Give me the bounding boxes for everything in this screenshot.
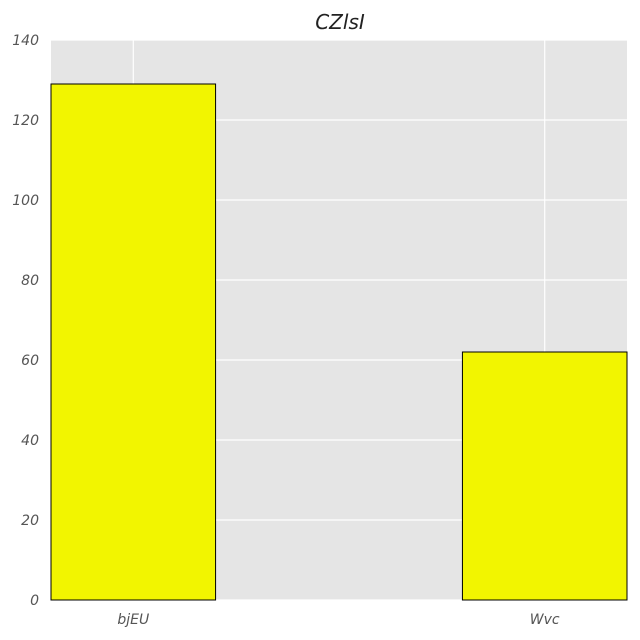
y-tick-labels: 0 20 40 60 80 100 120 140 <box>12 33 39 609</box>
y-tick-label: 120 <box>12 113 39 129</box>
y-tick-label: 100 <box>12 193 39 209</box>
y-tick-label: 20 <box>21 513 39 529</box>
bar-Wvc <box>461 351 628 601</box>
x-tick-label: Wvc <box>530 612 560 628</box>
y-tick-label: 140 <box>12 33 39 49</box>
x-tick-label: bjEU <box>117 612 149 628</box>
bar-bjEU <box>50 83 217 601</box>
y-tick-label: 40 <box>21 433 39 449</box>
bars <box>50 83 628 601</box>
chart-title: CZlsI <box>315 10 365 34</box>
x-tick-labels: bjEU Wvc <box>117 612 560 628</box>
y-tick-label: 80 <box>21 273 39 289</box>
y-tick-label: 60 <box>21 353 39 369</box>
y-tick-label: 0 <box>30 593 39 609</box>
